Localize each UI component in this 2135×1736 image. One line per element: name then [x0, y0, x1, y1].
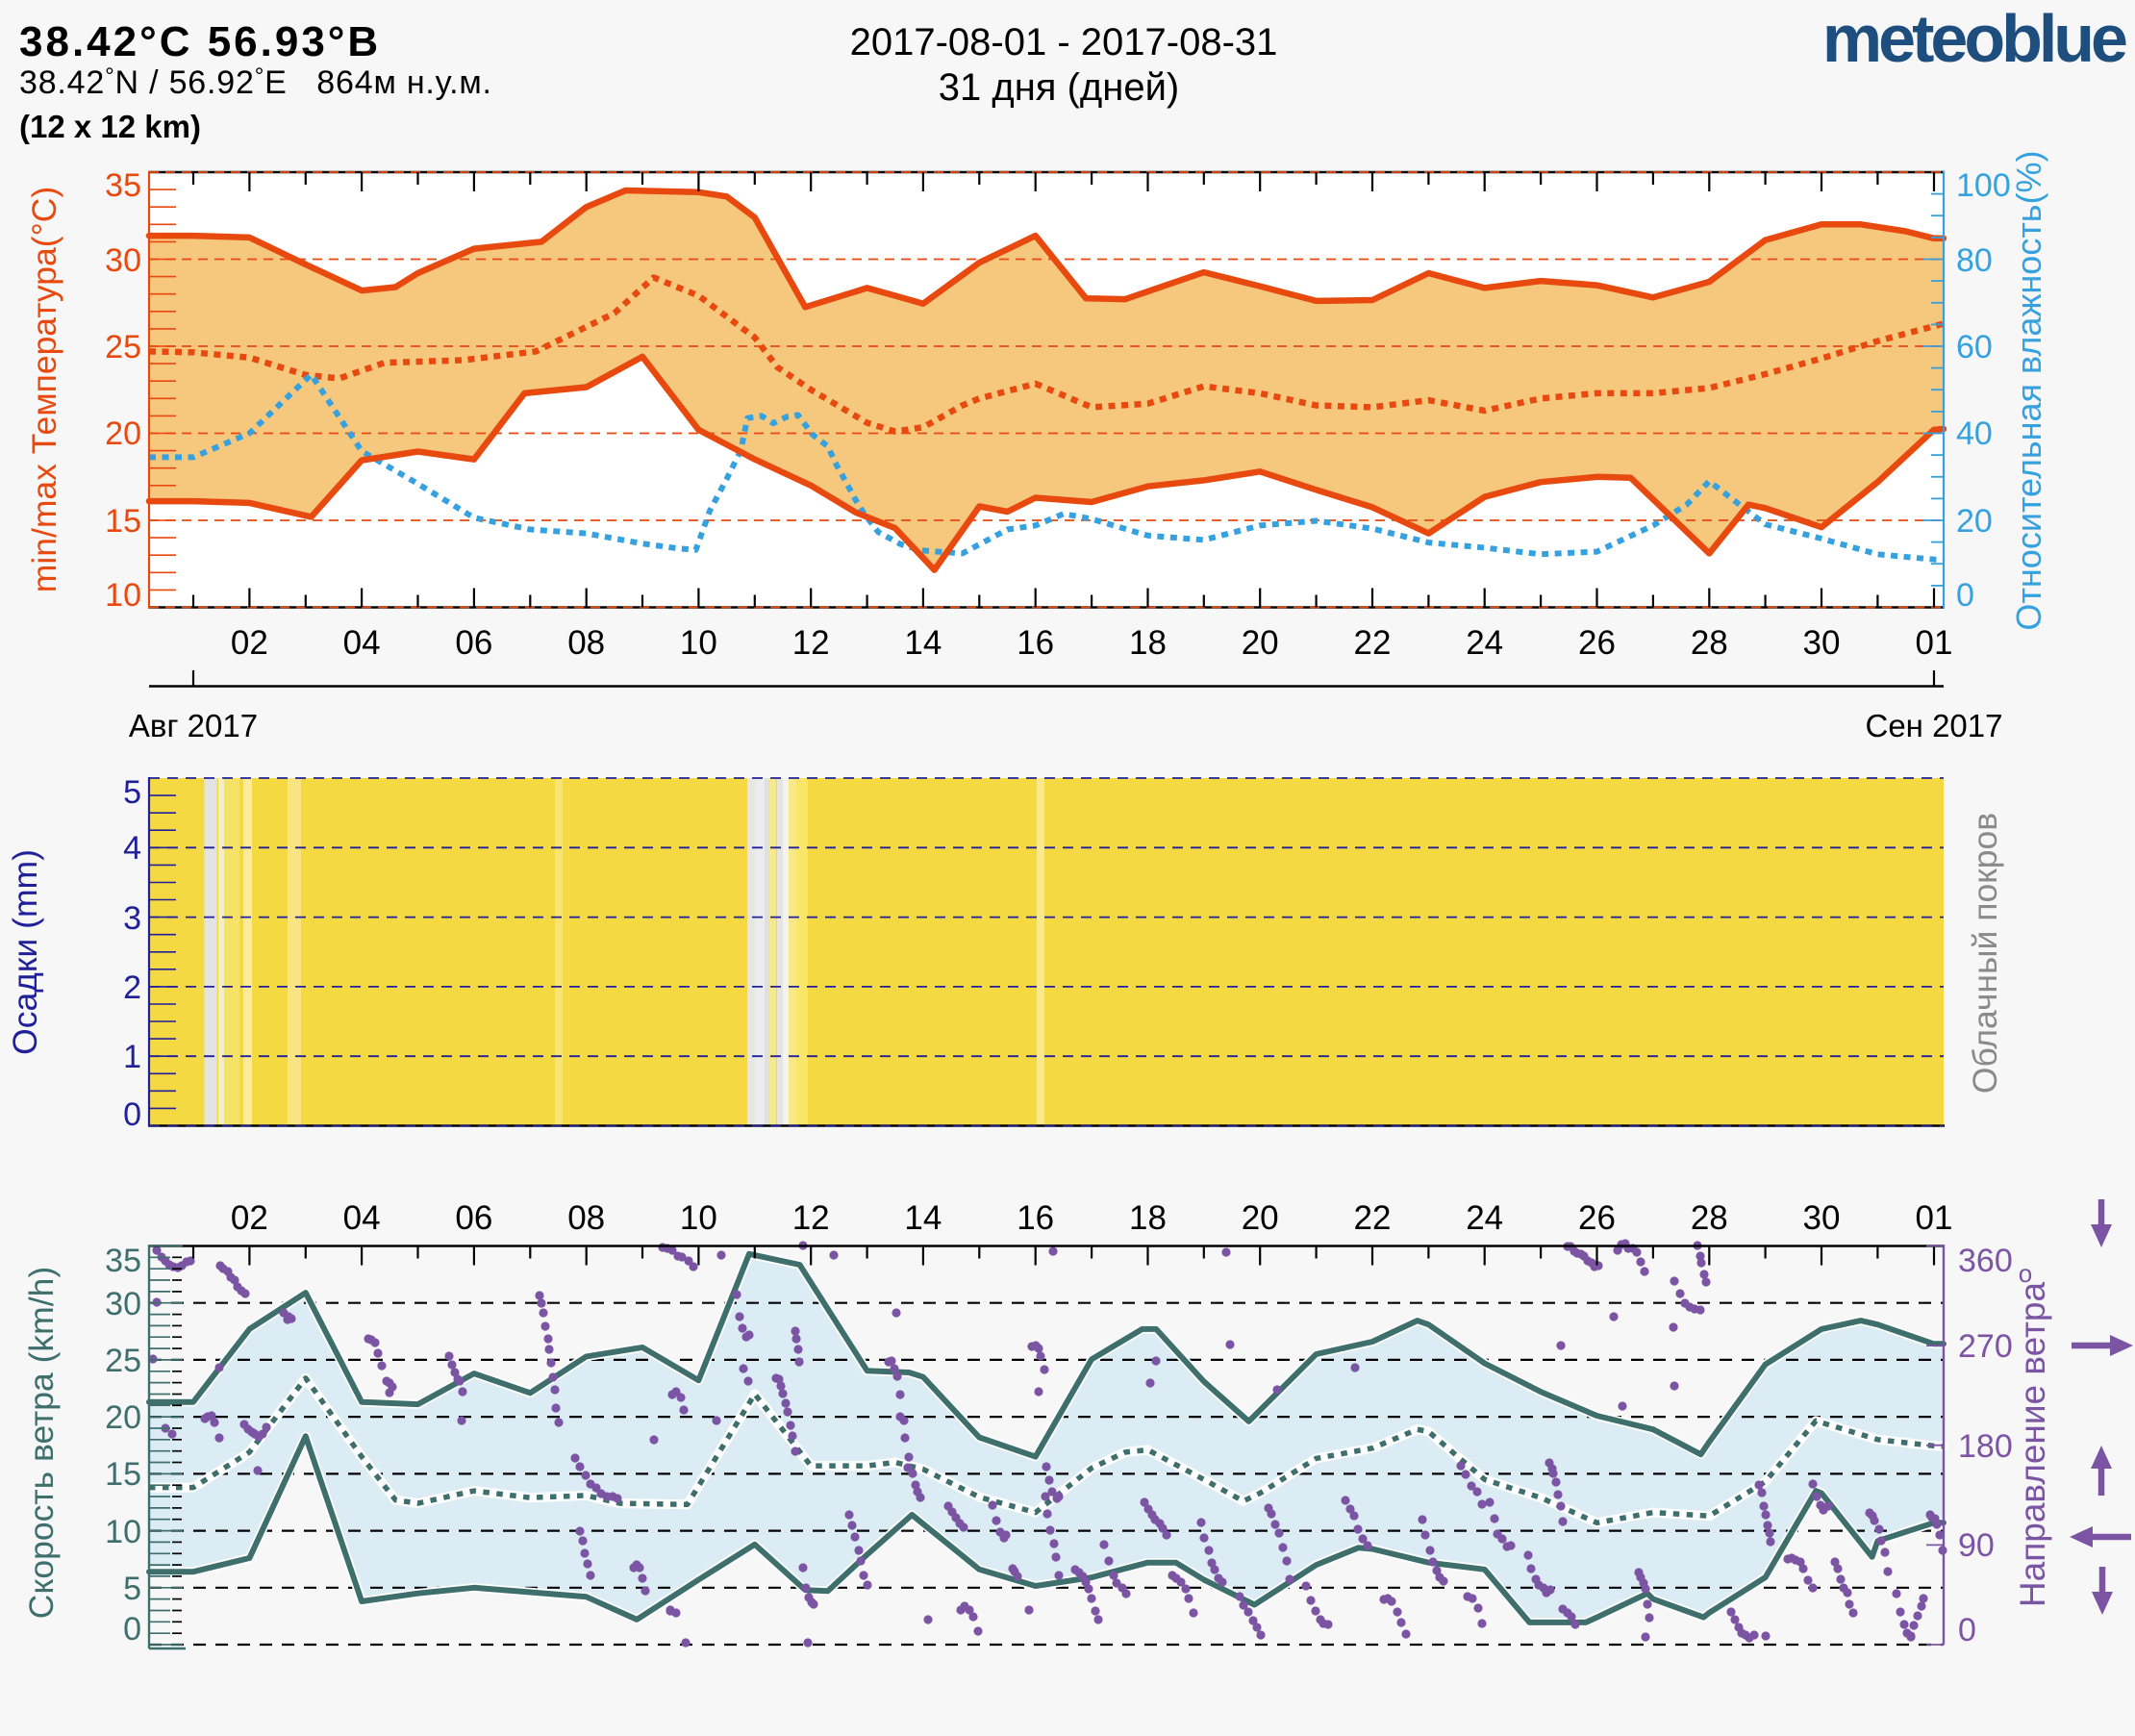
- svg-text:16: 16: [1017, 624, 1054, 662]
- svg-text:min/max Температура(°C): min/max Температура(°C): [25, 187, 63, 592]
- svg-text:38.42°N / 56.92°E 864м н.у.м: 38.42°N / 56.92°E 864м н.у.м.: [19, 63, 492, 101]
- svg-text:40: 40: [1956, 415, 1993, 452]
- svg-text:360: 360: [1958, 1243, 2013, 1279]
- svg-text:28: 28: [1691, 624, 1728, 662]
- svg-text:01: 01: [1916, 1199, 1953, 1237]
- svg-text:30: 30: [1803, 624, 1841, 662]
- svg-text:10: 10: [680, 1199, 717, 1237]
- svg-text:15: 15: [105, 1456, 141, 1493]
- svg-text:20: 20: [1956, 503, 1993, 540]
- svg-text:90: 90: [1958, 1527, 1995, 1564]
- svg-text:30: 30: [1803, 1199, 1841, 1237]
- svg-text:28: 28: [1691, 1199, 1728, 1237]
- svg-text:02: 02: [231, 624, 268, 662]
- svg-text:3: 3: [123, 900, 141, 937]
- svg-text:20: 20: [1242, 624, 1279, 662]
- svg-text:12: 12: [792, 1199, 830, 1237]
- svg-text:02: 02: [231, 1199, 268, 1237]
- svg-text:16: 16: [1017, 1199, 1054, 1237]
- svg-text:35: 35: [105, 167, 141, 204]
- svg-text:Направление ветра: Направление ветра: [2013, 1282, 2052, 1608]
- svg-text:o: o: [2019, 1259, 2032, 1288]
- svg-text:30: 30: [105, 1286, 141, 1322]
- svg-text:Скорость ветра (km/h): Скорость ветра (km/h): [22, 1267, 61, 1619]
- svg-text:25: 25: [105, 329, 141, 365]
- svg-text:14: 14: [904, 1199, 942, 1237]
- svg-text:20: 20: [1242, 1199, 1279, 1237]
- svg-text:270: 270: [1958, 1328, 2013, 1365]
- svg-text:Авг 2017: Авг 2017: [129, 708, 258, 743]
- svg-text:26: 26: [1578, 624, 1616, 662]
- svg-text:meteoblue: meteoblue: [1822, 1, 2126, 76]
- svg-text:5: 5: [123, 1571, 141, 1607]
- svg-text:12: 12: [792, 624, 830, 662]
- svg-text:14: 14: [904, 624, 942, 662]
- svg-text:Осадки (mm): Осадки (mm): [6, 849, 44, 1055]
- svg-text:01: 01: [1916, 624, 1953, 662]
- svg-text:31 дня (дней): 31 дня (дней): [939, 66, 1179, 109]
- svg-text:0: 0: [1958, 1612, 1976, 1648]
- svg-text:06: 06: [455, 1199, 492, 1237]
- svg-text:1: 1: [123, 1039, 141, 1075]
- svg-text:0: 0: [123, 1611, 141, 1648]
- svg-text:18: 18: [1129, 1199, 1167, 1237]
- svg-text:60: 60: [1956, 329, 1993, 365]
- svg-text:0: 0: [123, 1096, 141, 1133]
- svg-text:30: 30: [105, 242, 141, 279]
- svg-text:04: 04: [343, 624, 381, 662]
- svg-text:35: 35: [105, 1243, 141, 1279]
- svg-text:Облачный покров: Облачный покров: [1966, 813, 2004, 1094]
- svg-text:20: 20: [105, 415, 141, 452]
- svg-text:15: 15: [105, 503, 141, 540]
- svg-text:20: 20: [105, 1399, 141, 1436]
- svg-text:10: 10: [105, 577, 141, 614]
- svg-text:5: 5: [123, 774, 141, 811]
- svg-text:08: 08: [567, 1199, 605, 1237]
- svg-text:18: 18: [1129, 624, 1167, 662]
- svg-text:Относительная влажность(%): Относительная влажность(%): [2009, 150, 2048, 630]
- svg-text:0: 0: [1956, 577, 1974, 614]
- svg-text:(12 x 12 km): (12 x 12 km): [19, 109, 201, 144]
- svg-text:38.42°C 56.93°В: 38.42°C 56.93°В: [19, 18, 381, 65]
- svg-text:2017-08-01 - 2017-08-31: 2017-08-01 - 2017-08-31: [850, 21, 1278, 63]
- svg-text:100: 100: [1956, 167, 2011, 204]
- svg-text:06: 06: [455, 624, 492, 662]
- svg-text:22: 22: [1354, 624, 1392, 662]
- svg-text:180: 180: [1958, 1428, 2013, 1465]
- svg-text:80: 80: [1956, 242, 1993, 279]
- svg-text:24: 24: [1466, 1199, 1503, 1237]
- svg-text:10: 10: [105, 1514, 141, 1550]
- svg-text:22: 22: [1354, 1199, 1392, 1237]
- svg-text:4: 4: [123, 830, 141, 867]
- svg-text:26: 26: [1578, 1199, 1616, 1237]
- svg-text:04: 04: [343, 1199, 381, 1237]
- svg-text:2: 2: [123, 969, 141, 1006]
- svg-text:24: 24: [1466, 624, 1503, 662]
- svg-text:Сен 2017: Сен 2017: [1866, 708, 2003, 743]
- svg-text:25: 25: [105, 1343, 141, 1379]
- svg-text:10: 10: [680, 624, 717, 662]
- svg-text:08: 08: [567, 624, 605, 662]
